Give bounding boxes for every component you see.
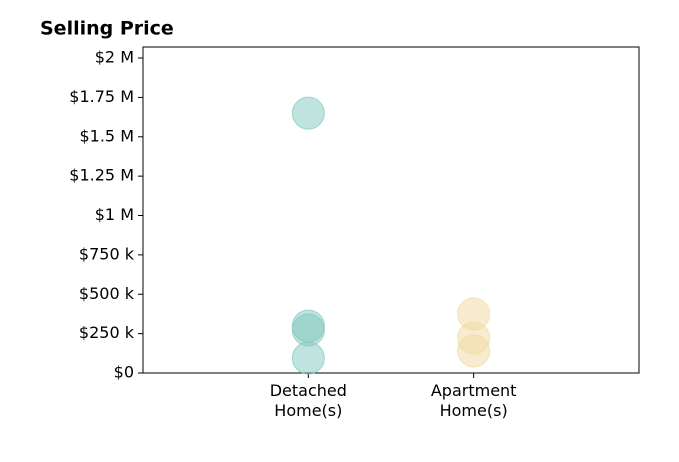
y-tick-label: $1.5 M (79, 126, 134, 145)
point (291, 341, 325, 375)
x-tick-label: Detached Home(s) (269, 381, 347, 420)
y-tick-label: $500 k (79, 284, 135, 303)
y-tick-label: $1 M (95, 205, 134, 224)
y-tick-label: $1.75 M (69, 87, 134, 106)
y-tick-label: $0 (114, 363, 134, 382)
chart-title: Selling Price (40, 18, 174, 40)
x-tick-label: Apartment Home(s) (430, 381, 517, 420)
y-tick-label: $750 k (79, 244, 135, 263)
y-tick-label: $250 k (79, 323, 135, 342)
point (291, 313, 325, 347)
point (291, 96, 325, 130)
point (457, 334, 491, 368)
y-tick-label: $1.25 M (69, 166, 134, 185)
plot-frame (142, 46, 640, 374)
y-tick-label: $2 M (95, 48, 134, 67)
